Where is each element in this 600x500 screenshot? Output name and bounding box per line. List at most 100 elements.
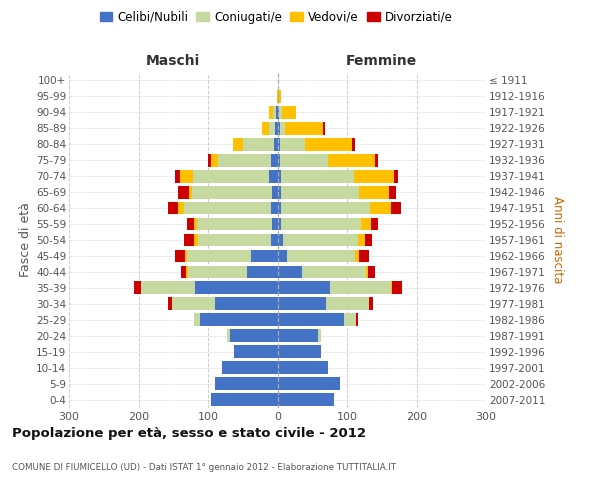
Bar (277, 170, 281, 182)
Bar (274, 138, 277, 150)
Bar (178, 202, 184, 214)
Bar (277, 361, 328, 374)
Bar (277, 90, 281, 103)
Bar (281, 186, 359, 198)
Bar (233, 138, 243, 150)
Bar (277, 106, 279, 119)
Bar (323, 122, 325, 134)
Bar (326, 298, 369, 310)
Bar (277, 330, 318, 342)
Bar (280, 154, 328, 166)
Bar (184, 234, 194, 246)
Bar (187, 218, 194, 230)
Bar (277, 346, 320, 358)
Bar (287, 250, 355, 262)
Bar (392, 282, 402, 294)
Bar (227, 330, 230, 342)
Bar (141, 282, 196, 294)
Bar (368, 266, 375, 278)
Bar (352, 138, 355, 150)
Bar (272, 218, 277, 230)
Bar (211, 154, 218, 166)
Bar (269, 122, 275, 134)
Bar (134, 282, 141, 294)
Bar (281, 170, 354, 182)
Bar (277, 138, 280, 150)
Bar (369, 298, 373, 310)
Bar (356, 314, 358, 326)
Bar (188, 266, 247, 278)
Bar (271, 202, 277, 214)
Bar (196, 282, 277, 294)
Bar (197, 218, 272, 230)
Bar (251, 250, 277, 262)
Bar (277, 74, 278, 87)
Bar (222, 361, 277, 374)
Bar (247, 266, 277, 278)
Bar (271, 154, 277, 166)
Bar (218, 154, 271, 166)
Bar (394, 170, 398, 182)
Bar (194, 218, 197, 230)
Bar (172, 298, 215, 310)
Bar (354, 170, 394, 182)
Bar (175, 250, 185, 262)
Bar (211, 393, 277, 406)
Bar (180, 170, 193, 182)
Bar (358, 234, 365, 246)
Bar (277, 234, 283, 246)
Bar (302, 266, 366, 278)
Bar (243, 138, 274, 150)
Bar (371, 218, 377, 230)
Bar (208, 154, 211, 166)
Y-axis label: Anni di nascita: Anni di nascita (551, 196, 563, 284)
Bar (370, 202, 391, 214)
Bar (391, 202, 401, 214)
Bar (215, 377, 277, 390)
Bar (277, 298, 326, 310)
Bar (277, 250, 287, 262)
Bar (269, 170, 277, 182)
Bar (193, 170, 269, 182)
Bar (280, 138, 305, 150)
Bar (318, 330, 321, 342)
Bar (194, 234, 197, 246)
Bar (272, 186, 277, 198)
Bar (277, 186, 281, 198)
Bar (197, 234, 271, 246)
Bar (344, 314, 356, 326)
Bar (283, 234, 358, 246)
Bar (277, 393, 334, 406)
Bar (277, 314, 344, 326)
Bar (285, 122, 323, 134)
Bar (277, 282, 329, 294)
Bar (215, 298, 277, 310)
Bar (276, 106, 277, 119)
Bar (178, 186, 188, 198)
Bar (281, 218, 361, 230)
Bar (277, 218, 281, 230)
Text: Popolazione per età, sesso e stato civile - 2012: Popolazione per età, sesso e stato civil… (12, 428, 366, 440)
Bar (185, 250, 187, 262)
Bar (269, 106, 272, 119)
Bar (280, 122, 285, 134)
Bar (187, 250, 251, 262)
Bar (355, 250, 359, 262)
Bar (200, 314, 277, 326)
Bar (230, 330, 277, 342)
Bar (375, 154, 378, 166)
Bar (194, 314, 200, 326)
Bar (361, 218, 371, 230)
Bar (188, 186, 192, 198)
Bar (328, 154, 375, 166)
Bar (277, 202, 281, 214)
Bar (187, 266, 188, 278)
Bar (235, 346, 277, 358)
Text: COMUNE DI FIUMICELLO (UD) - Dati ISTAT 1° gennaio 2012 - Elaborazione TUTTITALIA: COMUNE DI FIUMICELLO (UD) - Dati ISTAT 1… (12, 462, 396, 471)
Bar (271, 234, 277, 246)
Bar (169, 298, 172, 310)
Bar (192, 186, 272, 198)
Y-axis label: Fasce di età: Fasce di età (19, 202, 32, 278)
Bar (277, 122, 280, 134)
Bar (283, 106, 296, 119)
